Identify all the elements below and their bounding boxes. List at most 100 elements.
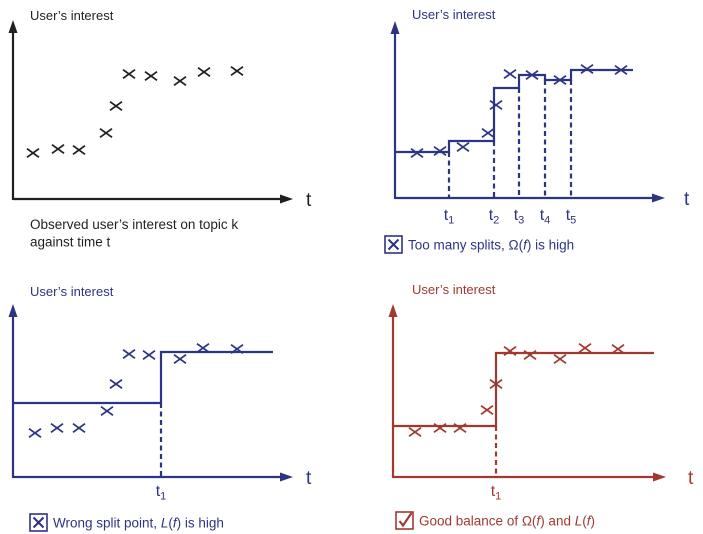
caption-text: Too many splits, Ω(f) is high (408, 238, 574, 253)
step-function-line (395, 68, 633, 154)
x-mark-stroke (72, 144, 86, 156)
scatter-x-mark (28, 427, 42, 439)
x-axis-arrow-icon (652, 193, 665, 203)
caption-marker-box (29, 513, 48, 532)
caption-text: against time t (30, 235, 111, 250)
x-mark-stroke (142, 349, 156, 361)
x-mark-stroke (580, 63, 594, 75)
x-mark-stroke (614, 64, 628, 76)
scatter-x-mark (456, 141, 470, 153)
scatter-x-mark (580, 63, 594, 75)
split-label: t4 (540, 207, 551, 227)
scatter-x-mark (453, 422, 467, 434)
x-mark-stroke (230, 65, 244, 77)
scatter-x-mark (144, 70, 158, 82)
scatter-x-mark (503, 68, 517, 80)
panel-too-many-splits: User’s interest t t1 t2 t3 t4 t5 Too many split… (384, 7, 690, 254)
x-mark-icon (32, 516, 45, 529)
scatter-x-mark (433, 422, 447, 434)
x-mark-stroke (489, 378, 503, 390)
x-mark-stroke (197, 66, 211, 78)
x-mark-stroke (99, 127, 113, 139)
x-mark-stroke (433, 422, 447, 434)
scatter-x-mark (503, 345, 517, 357)
y-axis-label: User’s interest (412, 7, 496, 22)
x-mark-stroke (173, 353, 187, 365)
scatter-x-mark (51, 143, 65, 155)
scatter-x-mark (196, 342, 210, 354)
x-mark-stroke (28, 427, 42, 439)
x-axis-label: t (306, 190, 312, 211)
scatter-x-mark (481, 127, 495, 139)
scatter-x-mark (553, 353, 567, 365)
scatter-x-mark (26, 147, 40, 159)
x-axis-arrow-icon (280, 194, 293, 204)
scatter-x-mark (489, 99, 503, 111)
x-mark-stroke (503, 345, 517, 357)
x-axis-label: t (684, 189, 690, 210)
x-mark-stroke (553, 74, 567, 86)
y-axis-label: User’s interest (30, 284, 114, 299)
scatter-x-mark (197, 66, 211, 78)
scatter-x-mark (50, 422, 64, 434)
caption-text: Wrong split point, L(f) is high (53, 516, 224, 531)
scatter-x-mark (614, 64, 628, 76)
x-mark-stroke (26, 147, 40, 159)
scatter-x-mark (173, 75, 187, 87)
scatter-x-mark (122, 68, 136, 80)
split-label: t1 (491, 483, 502, 503)
x-mark-stroke (144, 70, 158, 82)
x-mark-stroke (503, 68, 517, 80)
split-label: t2 (489, 207, 500, 227)
x-axis-label: t (688, 468, 694, 489)
x-axis-arrow-icon (653, 472, 666, 482)
scatter-x-mark (122, 348, 136, 360)
x-mark-icon (387, 238, 400, 251)
x-mark-stroke (480, 404, 494, 416)
x-axis-arrow-icon (280, 472, 293, 482)
x-mark-stroke (433, 145, 447, 157)
y-axis-arrow-icon (388, 304, 398, 317)
x-mark-stroke (578, 342, 592, 354)
scatter-x-mark (99, 127, 113, 139)
scatter-x-mark (480, 404, 494, 416)
x-mark-stroke (122, 348, 136, 360)
x-mark-stroke (122, 68, 136, 80)
scatter-x-mark (408, 426, 422, 438)
panel-observed: User’s interest t Observed user’s interest… (8, 8, 312, 250)
x-axis-label: t (306, 468, 312, 489)
x-mark-stroke (230, 343, 244, 355)
caption-marker-box (395, 511, 414, 530)
scatter-x-mark (611, 343, 625, 355)
scatter-x-mark (433, 145, 447, 157)
scatter-x-mark (523, 349, 537, 361)
scatter-x-mark (72, 144, 86, 156)
y-axis-label: User’s interest (30, 8, 114, 23)
split-label: t1 (156, 483, 167, 503)
caption-text: Good balance of Ω(f) and L(f) (419, 514, 595, 529)
x-mark-stroke (50, 422, 64, 434)
x-mark-stroke (523, 349, 537, 361)
split-label: t3 (514, 207, 525, 227)
y-axis-arrow-icon (390, 21, 400, 34)
scatter-x-mark (525, 69, 539, 81)
x-mark-stroke (196, 342, 210, 354)
scatter-x-mark (142, 349, 156, 361)
scatter-x-mark (100, 405, 114, 417)
x-mark-stroke (51, 143, 65, 155)
scatter-x-mark (230, 343, 244, 355)
x-mark-stroke (453, 422, 467, 434)
x-mark-stroke (408, 426, 422, 438)
split-label: t1 (444, 207, 455, 227)
scatter-x-mark (489, 378, 503, 390)
split-label: t5 (566, 207, 577, 227)
x-mark-stroke (553, 353, 567, 365)
step-function-line (13, 350, 273, 405)
scatter-x-mark (578, 342, 592, 354)
x-mark-stroke (489, 99, 503, 111)
y-axis-arrow-icon (8, 304, 18, 317)
scatter-x-mark (109, 378, 123, 390)
panel-good-balance: User’s interest t t1 Good balance of Ω(f) a… (388, 282, 694, 530)
x-mark-stroke (611, 343, 625, 355)
